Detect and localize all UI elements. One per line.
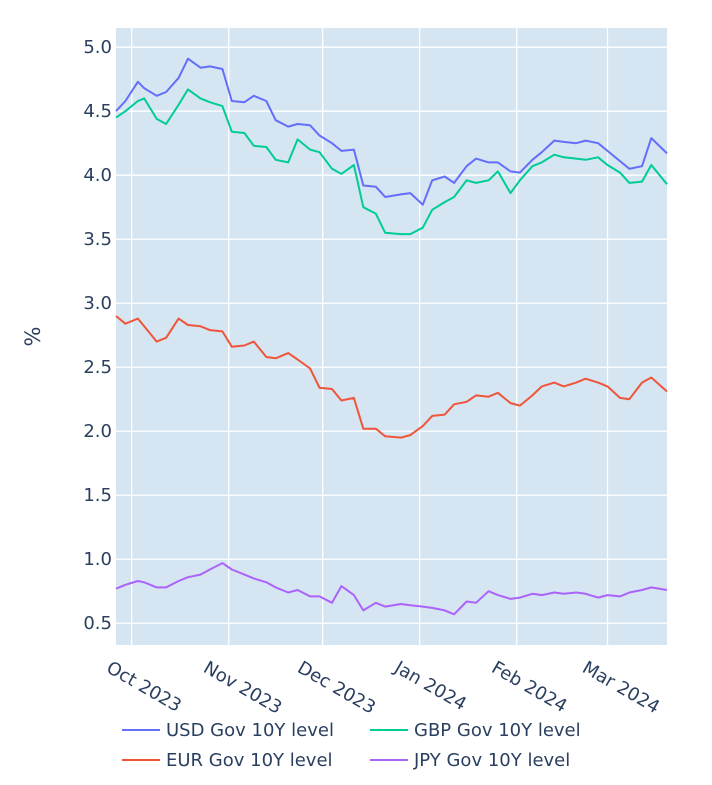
y-tick-label: 1.5 xyxy=(83,485,112,506)
series-line xyxy=(115,315,668,439)
legend: USD Gov 10Y level GBP Gov 10Y level EUR Go… xyxy=(122,720,581,771)
y-tick-label: 3.0 xyxy=(83,293,112,314)
x-tick-label: Jan 2024 xyxy=(390,657,470,715)
plot-area xyxy=(116,28,667,645)
y-axis-ticks: 0.5 1.0 1.5 2.0 2.5 3.0 3.5 4.0 4.5 5.0 xyxy=(83,37,112,634)
x-tick-label: Nov 2023 xyxy=(200,657,286,719)
x-tick-label: Mar 2024 xyxy=(579,657,664,718)
series-line xyxy=(115,562,668,616)
y-tick-label: 5.0 xyxy=(83,37,112,58)
y-tick-label: 0.5 xyxy=(83,613,112,634)
x-axis-ticks: Oct 2023 Nov 2023 Dec 2023 Jan 2024 Feb 2024… xyxy=(103,657,663,719)
y-tick-label: 2.0 xyxy=(83,421,112,442)
series-line xyxy=(115,57,668,206)
legend-label: USD Gov 10Y level xyxy=(166,720,334,741)
x-tick-label: Feb 2024 xyxy=(488,657,571,717)
y-tick-label: 4.0 xyxy=(83,165,112,186)
legend-label: EUR Gov 10Y level xyxy=(166,750,333,771)
y-tick-label: 1.0 xyxy=(83,549,112,570)
y-gridlines xyxy=(116,46,667,624)
y-tick-label: 4.5 xyxy=(83,101,112,122)
legend-label: GBP Gov 10Y level xyxy=(414,720,581,741)
y-axis-title: % xyxy=(21,327,45,347)
y-tick-label: 2.5 xyxy=(83,357,112,378)
x-tick-label: Dec 2023 xyxy=(294,657,379,718)
series-line xyxy=(115,88,668,236)
series-lines xyxy=(115,57,668,616)
x-tick-label: Oct 2023 xyxy=(103,657,185,717)
x-gridlines xyxy=(131,28,609,645)
y-tick-label: 3.5 xyxy=(83,229,112,250)
legend-label: JPY Gov 10Y level xyxy=(413,750,570,771)
